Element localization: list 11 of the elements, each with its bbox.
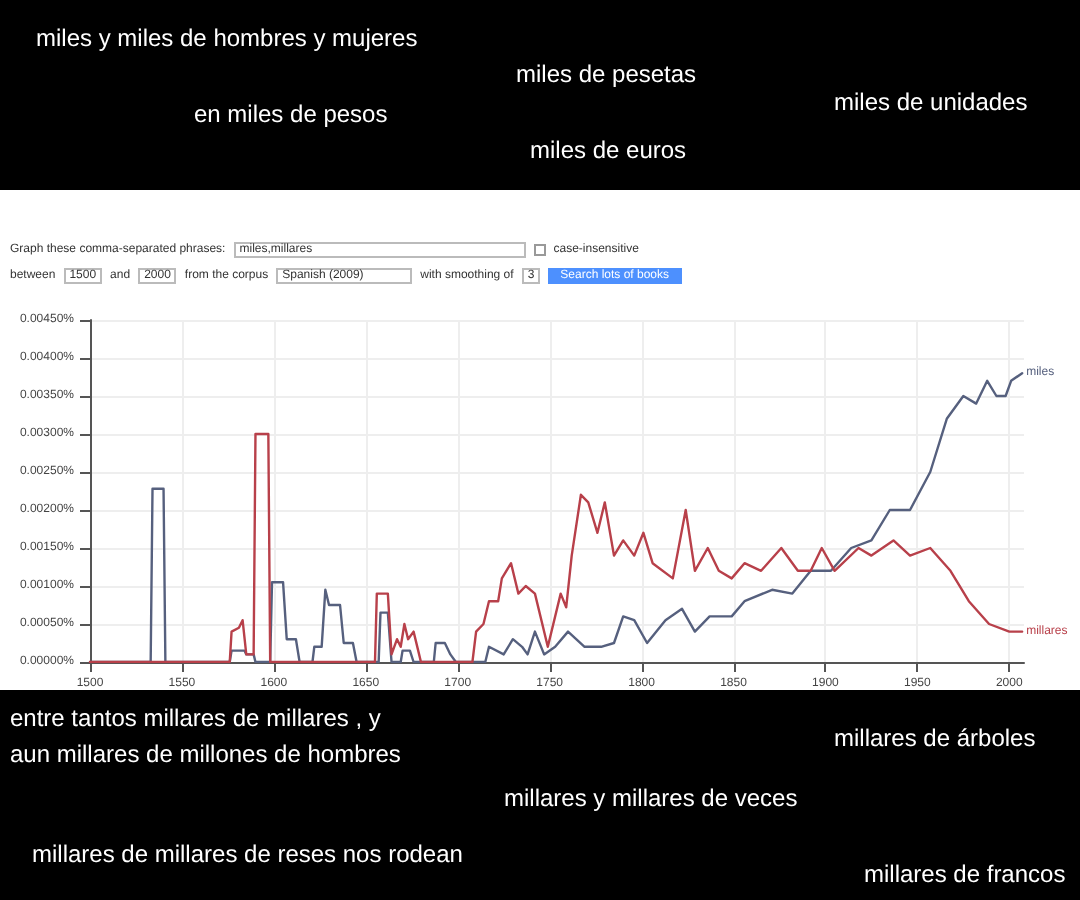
text: aun millares de millones de hombres — [10, 740, 401, 768]
text: en miles de pesos — [194, 100, 388, 128]
text: miles y miles de hombres y mujeres — [36, 24, 418, 52]
text: millares y millares de veces — [504, 784, 798, 812]
text: entre tantos millares de millares , y — [10, 704, 381, 732]
text: miles de euros — [530, 136, 687, 164]
text: millares de árboles — [834, 724, 1036, 752]
text: millares de francos — [864, 860, 1066, 888]
text: miles de unidades — [834, 88, 1028, 116]
text: miles de pesetas — [516, 60, 697, 88]
text: millares de millares de reses nos rodean — [32, 840, 463, 868]
